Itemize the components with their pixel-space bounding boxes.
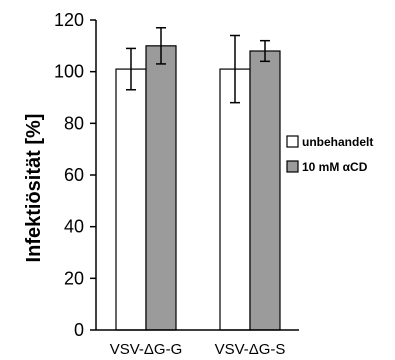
y-tick-label: 0: [74, 320, 84, 340]
y-axis-label: Infektiösität [%]: [23, 114, 45, 263]
y-tick-label: 40: [64, 217, 84, 237]
y-tick-label: 120: [54, 10, 84, 30]
legend-swatch: [286, 135, 299, 148]
legend-label: unbehandelt: [302, 135, 373, 149]
bar: [219, 68, 251, 331]
legend-swatch: [286, 160, 299, 173]
y-axis-ticks: 0 20 40 60 80 100 120: [54, 10, 96, 340]
error-bars: [126, 27, 270, 104]
bar: [115, 68, 147, 331]
x-category-label: VSV-ΔG-G: [110, 341, 183, 358]
bars: [115, 45, 281, 331]
y-tick-label: 20: [64, 268, 84, 288]
y-tick-label: 80: [64, 113, 84, 133]
legend-label: 10 mM αCD: [302, 160, 368, 174]
x-axis-labels: VSV-ΔG-G VSV-ΔG-S: [110, 341, 286, 358]
legend: unbehandelt 10 mM αCD: [286, 135, 373, 174]
x-category-label: VSV-ΔG-S: [215, 341, 286, 358]
y-tick-label: 100: [54, 62, 84, 82]
bar: [145, 45, 177, 331]
bar: [249, 50, 281, 331]
y-tick-label: 60: [64, 165, 84, 185]
